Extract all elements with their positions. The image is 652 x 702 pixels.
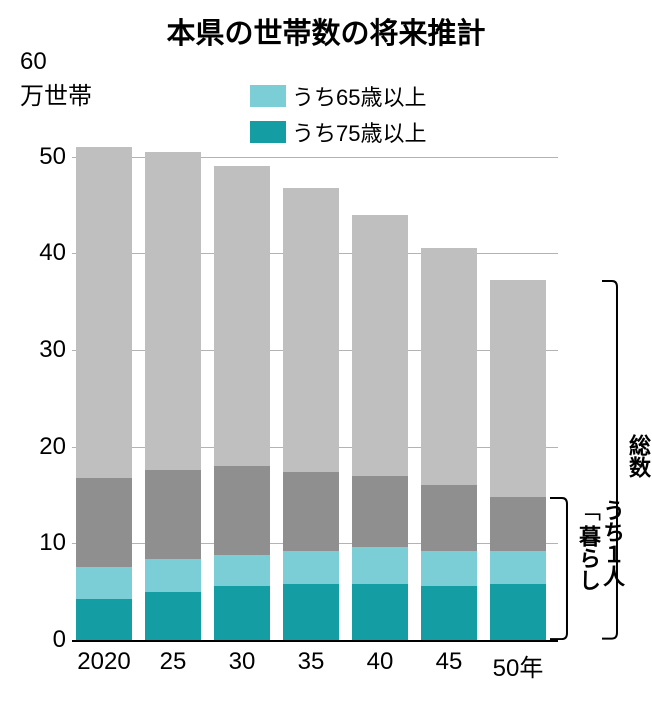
bar-group: [283, 60, 339, 640]
y-tick-label: 50: [39, 143, 66, 171]
bar-group: [214, 60, 270, 640]
bars-layer: [72, 60, 558, 640]
seg-age65: [214, 555, 270, 586]
bracket-single: [550, 497, 568, 640]
seg-age65: [490, 551, 546, 584]
seg-age75: [214, 586, 270, 640]
seg-total: [352, 215, 408, 476]
seg-age65: [352, 547, 408, 584]
bracket-total: [602, 280, 618, 640]
seg-age75: [283, 584, 339, 640]
chart-title: 本県の世帯数の将来推計: [0, 10, 652, 52]
bar-group: [76, 60, 132, 640]
x-tick-label: 50年: [493, 648, 544, 683]
seg-total: [490, 280, 546, 497]
plot-area: 01020304050 2020253035404550年: [72, 60, 558, 640]
y-tick-label: 40: [39, 239, 66, 267]
seg-total: [76, 147, 132, 478]
corner-bracket-icon: 「: [572, 499, 604, 521]
seg-age65: [76, 567, 132, 600]
y-tick-label: 30: [39, 336, 66, 364]
y-tick-label: 10: [39, 529, 66, 557]
seg-age75: [490, 584, 546, 640]
seg-total: [283, 188, 339, 472]
seg-single: [283, 472, 339, 551]
seg-age75: [76, 599, 132, 640]
seg-single: [490, 497, 546, 551]
seg-single: [352, 476, 408, 548]
side-label-total: 総数: [622, 434, 652, 478]
seg-single: [214, 466, 270, 555]
x-tick-label: 45: [436, 648, 463, 676]
seg-total: [421, 248, 477, 486]
x-tick-label: 35: [298, 648, 325, 676]
gridline: [72, 640, 558, 642]
x-tick-label: 25: [160, 648, 187, 676]
y-tick-label: 0: [53, 626, 66, 654]
bar-group: [490, 60, 546, 640]
x-tick-label: 2020: [77, 648, 130, 676]
seg-age65: [283, 551, 339, 584]
seg-age75: [352, 584, 408, 640]
bar-group: [421, 60, 477, 640]
bar-group: [145, 60, 201, 640]
seg-single: [421, 485, 477, 551]
seg-total: [214, 166, 270, 466]
seg-age75: [145, 592, 201, 640]
side-label-single: 暮らし: [572, 525, 604, 591]
seg-single: [76, 478, 132, 567]
x-tick-label: 40: [367, 648, 394, 676]
seg-single: [145, 470, 201, 559]
bar-group: [352, 60, 408, 640]
seg-age65: [145, 559, 201, 592]
seg-age75: [421, 586, 477, 640]
x-tick-label: 30: [229, 648, 256, 676]
seg-total: [145, 152, 201, 470]
y-tick-label: 20: [39, 433, 66, 461]
seg-age65: [421, 551, 477, 586]
chart-stage: 本県の世帯数の将来推計 60 万世帯 うち65歳以上うち75歳以上 010203…: [0, 0, 652, 702]
